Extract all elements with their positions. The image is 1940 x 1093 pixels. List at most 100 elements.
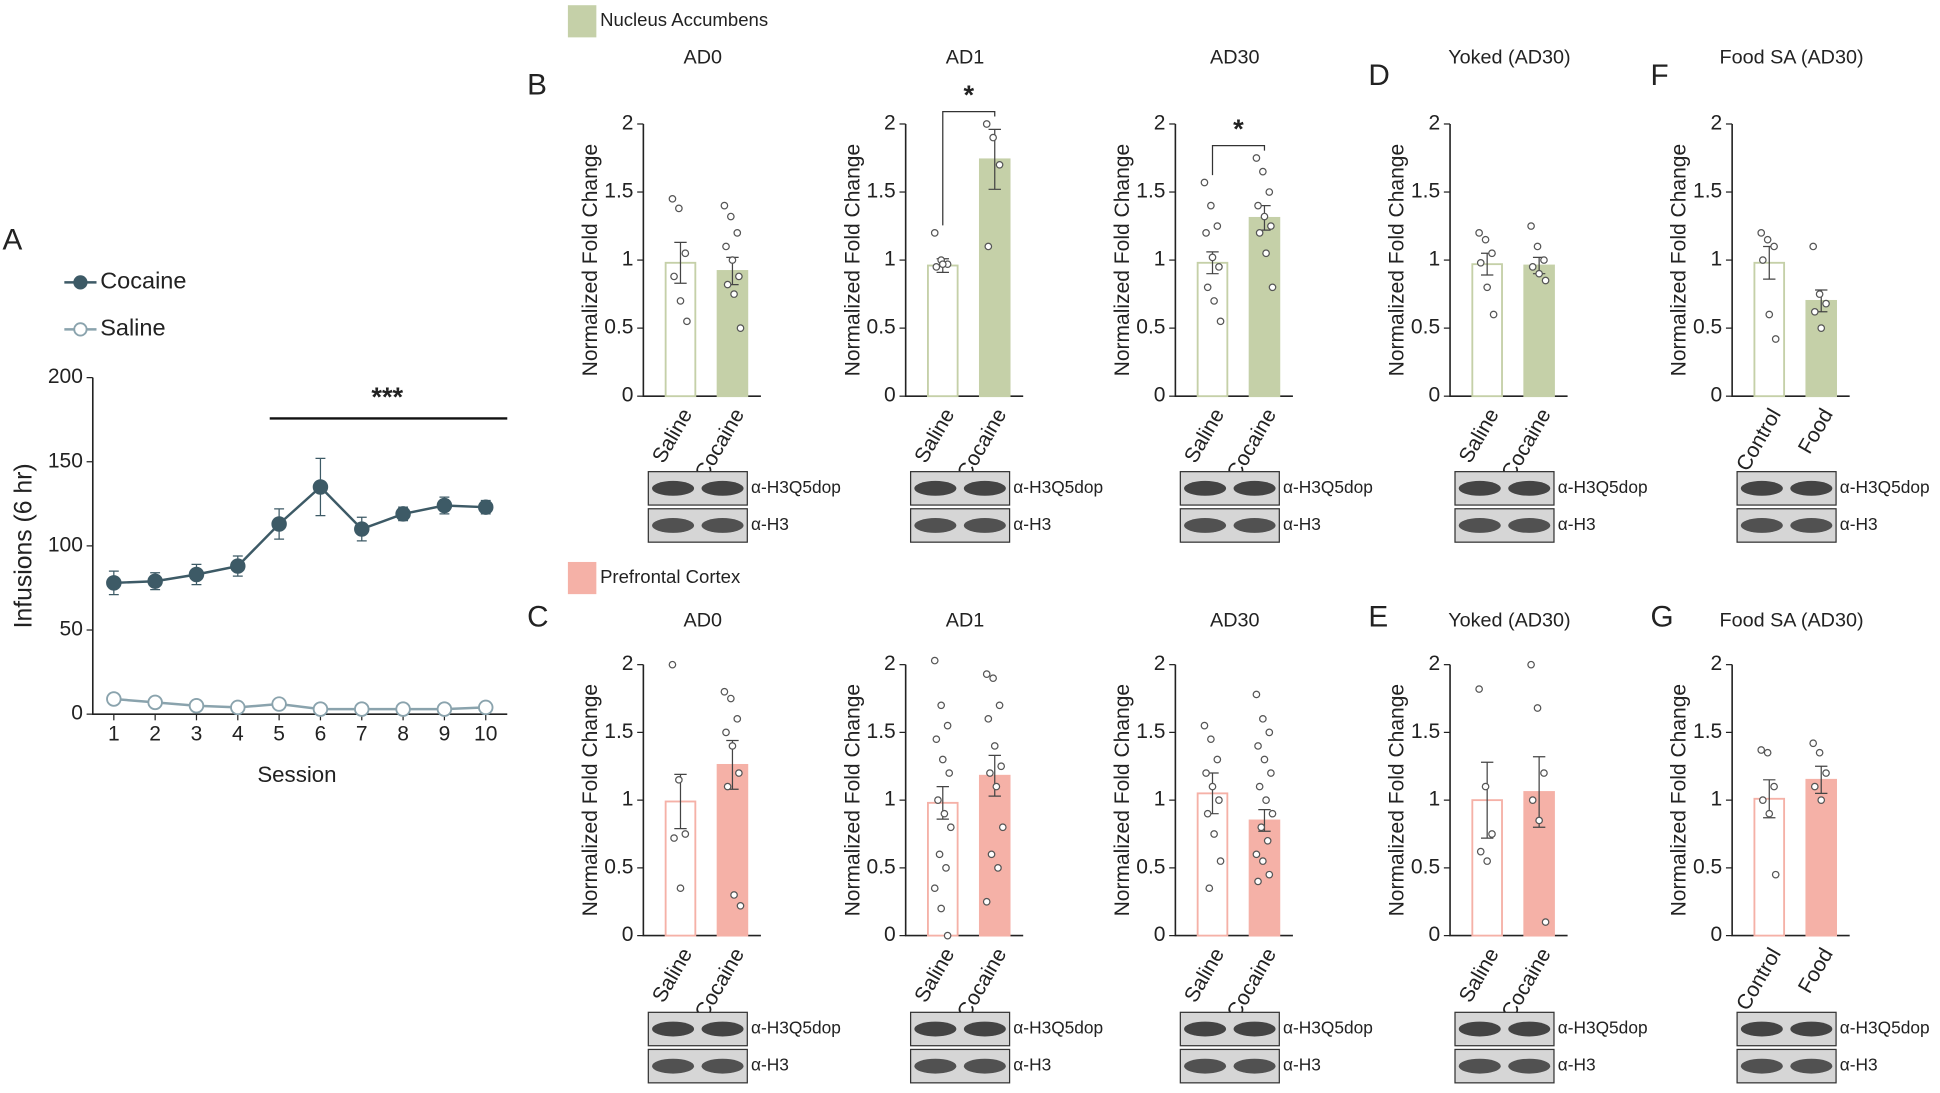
blot-band (1740, 1058, 1783, 1074)
x-tick-label: Saline (910, 944, 959, 1006)
blot-band (652, 518, 695, 533)
x-tick-label: 6 (315, 723, 327, 746)
data-point (683, 317, 691, 326)
legend-label: Saline (100, 315, 165, 341)
y-tick-label: 1 (884, 248, 896, 271)
data-point (989, 674, 997, 683)
data-point (1210, 830, 1218, 838)
data-point (1810, 307, 1819, 316)
data-point (1489, 310, 1498, 319)
data-point (1528, 263, 1537, 271)
y-axis-label: Normalized Fold Change (1386, 144, 1409, 376)
blot-label: α-H3 (1013, 1055, 1051, 1075)
blot-label: α-H3 (751, 514, 789, 534)
x-tick-label: 3 (191, 723, 203, 746)
blot-band (701, 480, 744, 496)
data-point (675, 775, 683, 784)
y-axis-label: Normalized Fold Change (1111, 144, 1134, 376)
data-point (1528, 796, 1537, 804)
data-point (1263, 836, 1272, 845)
panel-letter: G (1650, 601, 1673, 634)
y-tick-label: 0.5 (604, 855, 633, 878)
error-bar (1532, 756, 1546, 828)
data-point (730, 891, 738, 899)
blot-label: α-H3 (1840, 514, 1878, 534)
data-point (943, 721, 952, 730)
data-point (930, 656, 939, 665)
data-point (1475, 229, 1483, 237)
data-point (1259, 857, 1267, 865)
data-point (1268, 809, 1277, 818)
bar (1753, 261, 1786, 398)
blot-band (914, 1058, 957, 1074)
data-point (1262, 249, 1270, 258)
point (395, 506, 411, 522)
blot-band (914, 1021, 957, 1037)
y-tick-label: 1.5 (604, 720, 633, 743)
point (147, 573, 163, 589)
data-point (932, 263, 941, 271)
data-point (934, 796, 942, 804)
data-point (727, 694, 735, 703)
y-tick-label: 100 (48, 533, 83, 556)
data-point (1527, 660, 1535, 669)
region-label: Nucleus Accumbens (600, 9, 768, 30)
data-point (735, 272, 743, 281)
data-point (1541, 276, 1550, 285)
point (188, 566, 205, 583)
panel-title: AD1 (946, 47, 984, 69)
y-tick-label: 0.5 (1411, 316, 1440, 339)
blot-band (1740, 1021, 1783, 1037)
data-point (1765, 809, 1774, 818)
data-point (1252, 850, 1261, 859)
data-point (945, 769, 954, 777)
y-axis-label: Normalized Fold Change (841, 144, 864, 376)
panel-letter: D (1368, 59, 1389, 92)
data-point (670, 834, 678, 842)
x-tick-label: 10 (474, 723, 497, 746)
data-point (1822, 769, 1830, 777)
data-point (1254, 742, 1262, 750)
point (478, 699, 494, 716)
significance-bracket (942, 110, 996, 226)
data-point (1257, 823, 1266, 832)
y-tick-label: 2 (1154, 112, 1166, 135)
data-point (1203, 283, 1212, 292)
y-tick-label: 2 (1154, 652, 1166, 675)
blot-band (1790, 518, 1833, 533)
blot-band (1233, 518, 1276, 533)
panel-letter: A (2, 223, 22, 256)
data-point (1815, 748, 1824, 757)
x-tick-label: Control (1732, 405, 1786, 475)
bar (1248, 216, 1281, 398)
data-point (1541, 918, 1550, 926)
panel-title: AD30 (1210, 47, 1259, 69)
data-point (1252, 154, 1261, 162)
data-point (1475, 685, 1483, 693)
data-point (997, 762, 1006, 771)
data-point (1763, 235, 1772, 244)
data-point (1533, 704, 1542, 712)
blot-band (652, 480, 695, 496)
y-axis-label: Normalized Fold Change (1668, 144, 1691, 376)
data-point (982, 897, 991, 906)
data-point (1213, 222, 1222, 230)
data-point (722, 728, 730, 737)
x-tick-label: Cocaine (1223, 944, 1281, 1022)
y-tick-label: 1.5 (1693, 720, 1722, 743)
y-axis-label: Normalized Fold Change (1111, 684, 1134, 916)
data-point (720, 687, 729, 696)
y-tick-label: 0 (622, 923, 634, 946)
y-tick-label: 2 (622, 652, 634, 675)
point (436, 701, 453, 717)
x-tick-label: 4 (232, 723, 244, 746)
y-tick-label: 1 (884, 788, 896, 811)
blot-label: α-H3Q5dop (1840, 477, 1930, 497)
data-point (1758, 256, 1767, 264)
series-line (113, 697, 486, 711)
panel-title: Food SA (AD30) (1720, 47, 1864, 69)
y-tick-label: 50 (60, 618, 83, 641)
data-point (946, 823, 955, 832)
x-tick-label: Saline (648, 944, 697, 1006)
